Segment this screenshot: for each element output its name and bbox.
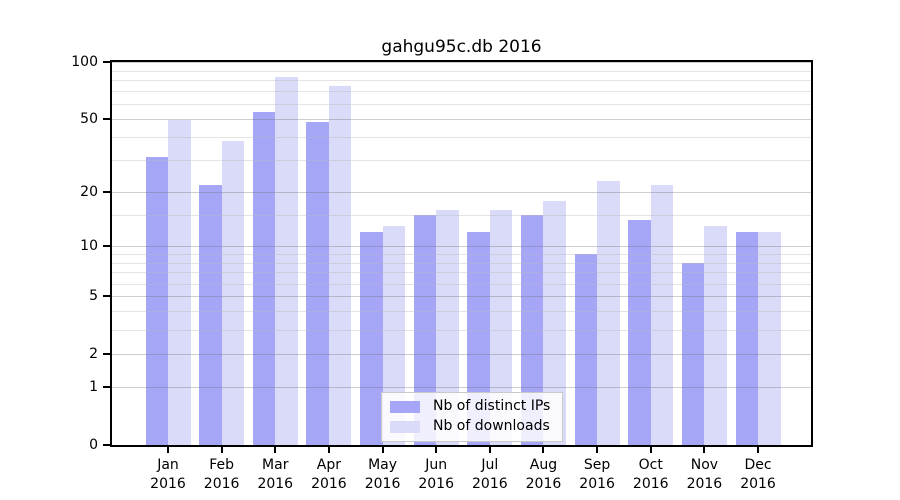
x-axis-tick-label: Mar 2016 — [257, 457, 294, 492]
x-axis-tick-label: Nov 2016 — [686, 457, 723, 492]
y-axis-tick-mark — [103, 245, 110, 247]
bar-downloads — [543, 200, 566, 445]
bar-downloads — [436, 209, 459, 445]
x-axis-tick-mark — [167, 445, 169, 453]
y-axis-tick-label: 50 — [80, 110, 98, 127]
bar-downloads — [221, 140, 245, 445]
gridline-major — [112, 246, 811, 247]
bar-distinct-ips — [520, 214, 544, 445]
legend-swatch-distinct-ips — [390, 400, 420, 413]
gridline-minor — [112, 160, 811, 162]
x-axis-tick-mark — [381, 445, 384, 453]
gridline-minor — [112, 262, 811, 264]
gridline-major — [112, 192, 811, 194]
gridline-minor — [112, 253, 811, 255]
bar-downloads — [597, 181, 620, 445]
x-axis-tick-label: Feb 2016 — [203, 457, 240, 492]
gridline-minor — [112, 80, 811, 82]
gridline-major — [112, 296, 811, 298]
y-axis-tick-label: 2 — [89, 345, 98, 362]
y-axis-tick-mark — [103, 295, 110, 298]
bar-distinct-ips — [252, 112, 276, 445]
x-axis-tick-label: Dec 2016 — [740, 457, 776, 492]
bar-distinct-ips — [360, 232, 383, 445]
gridline-minor — [112, 311, 811, 313]
gridline-minor — [112, 70, 811, 72]
legend: Nb of distinct IPs Nb of downloads — [381, 392, 564, 442]
y-axis-tick-mark — [103, 61, 110, 63]
gridline-major — [112, 62, 811, 63]
bar-distinct-ips — [145, 157, 168, 445]
x-axis-tick-label: Jun 2016 — [418, 457, 454, 492]
y-axis-tick-mark — [103, 386, 110, 389]
x-axis-tick-mark — [274, 445, 277, 453]
gridline-minor — [112, 283, 811, 285]
y-axis-tick-label: 100 — [71, 54, 98, 70]
y-axis-tick-label: 20 — [80, 184, 98, 201]
x-axis-tick-label: Sep 2016 — [579, 457, 615, 492]
y-axis-tick-label: 1 — [89, 379, 98, 396]
x-axis-tick-mark — [542, 445, 545, 453]
bar-downloads — [704, 226, 727, 445]
y-axis-tick-label: 10 — [80, 238, 98, 254]
plot-area: Nb of distinct IPs Nb of downloads 0 1 2 5 1… — [71, 54, 813, 492]
x-axis-tick-label: Aug 2016 — [525, 457, 562, 492]
x-axis-tick-mark — [220, 445, 223, 453]
x-axis-tick-mark — [703, 445, 706, 453]
gridline-minor — [112, 136, 811, 138]
x-axis-tick-mark — [649, 445, 652, 453]
x-axis-tick-mark — [596, 445, 599, 453]
bar-distinct-ips — [628, 220, 651, 445]
bar-downloads — [382, 226, 406, 445]
x-axis-tick-mark — [488, 445, 491, 453]
bar-downloads — [168, 120, 191, 445]
bar-downloads — [328, 85, 352, 445]
gridline-minor — [112, 91, 811, 93]
legend-swatch-downloads — [390, 420, 420, 433]
bar-distinct-ips — [681, 262, 705, 445]
bar-downloads — [489, 209, 513, 445]
bar-distinct-ips — [199, 184, 222, 445]
bar-distinct-ips — [735, 232, 759, 445]
bar-distinct-ips — [467, 232, 490, 445]
legend-item-downloads: Nb of downloads — [390, 419, 550, 434]
x-axis-tick-label: Jul 2016 — [472, 457, 508, 492]
y-axis-tick-label: 5 — [89, 288, 98, 305]
gridline-major — [112, 118, 811, 120]
x-axis-tick-label: Jan 2016 — [150, 457, 186, 492]
y-axis-tick-mark — [103, 444, 110, 446]
legend-label-distinct-ips: Nb of distinct IPs — [433, 398, 551, 414]
legend-label-downloads: Nb of downloads — [433, 418, 550, 434]
x-axis-tick-mark — [327, 445, 330, 453]
x-axis-tick-label: May 2016 — [364, 457, 401, 492]
gridline-minor — [112, 214, 811, 216]
gridline-minor — [112, 329, 811, 331]
y-axis-tick-label: 0 — [89, 437, 98, 453]
bar-downloads — [650, 184, 674, 445]
chart-title: gahgu95c.db 2016 — [381, 37, 542, 57]
bar-distinct-ips — [574, 253, 598, 445]
x-axis-tick-label: Apr 2016 — [311, 457, 347, 492]
x-axis-tick-mark — [757, 445, 760, 453]
gridline-minor — [112, 103, 811, 105]
bar-downloads — [275, 77, 298, 445]
gridline-minor — [112, 272, 811, 274]
legend-item-distinct-ips: Nb of distinct IPs — [390, 399, 550, 414]
bar-distinct-ips — [306, 122, 329, 445]
bar-distinct-ips — [413, 214, 437, 445]
y-axis-tick-mark — [103, 191, 110, 194]
x-axis-tick-label: Oct 2016 — [632, 457, 669, 492]
bar-downloads — [758, 232, 781, 445]
gridline-major — [112, 387, 811, 389]
gridline-major — [112, 353, 811, 355]
y-axis-tick-mark — [103, 117, 110, 120]
x-axis-tick-mark — [435, 445, 438, 453]
y-axis-tick-mark — [103, 352, 110, 355]
